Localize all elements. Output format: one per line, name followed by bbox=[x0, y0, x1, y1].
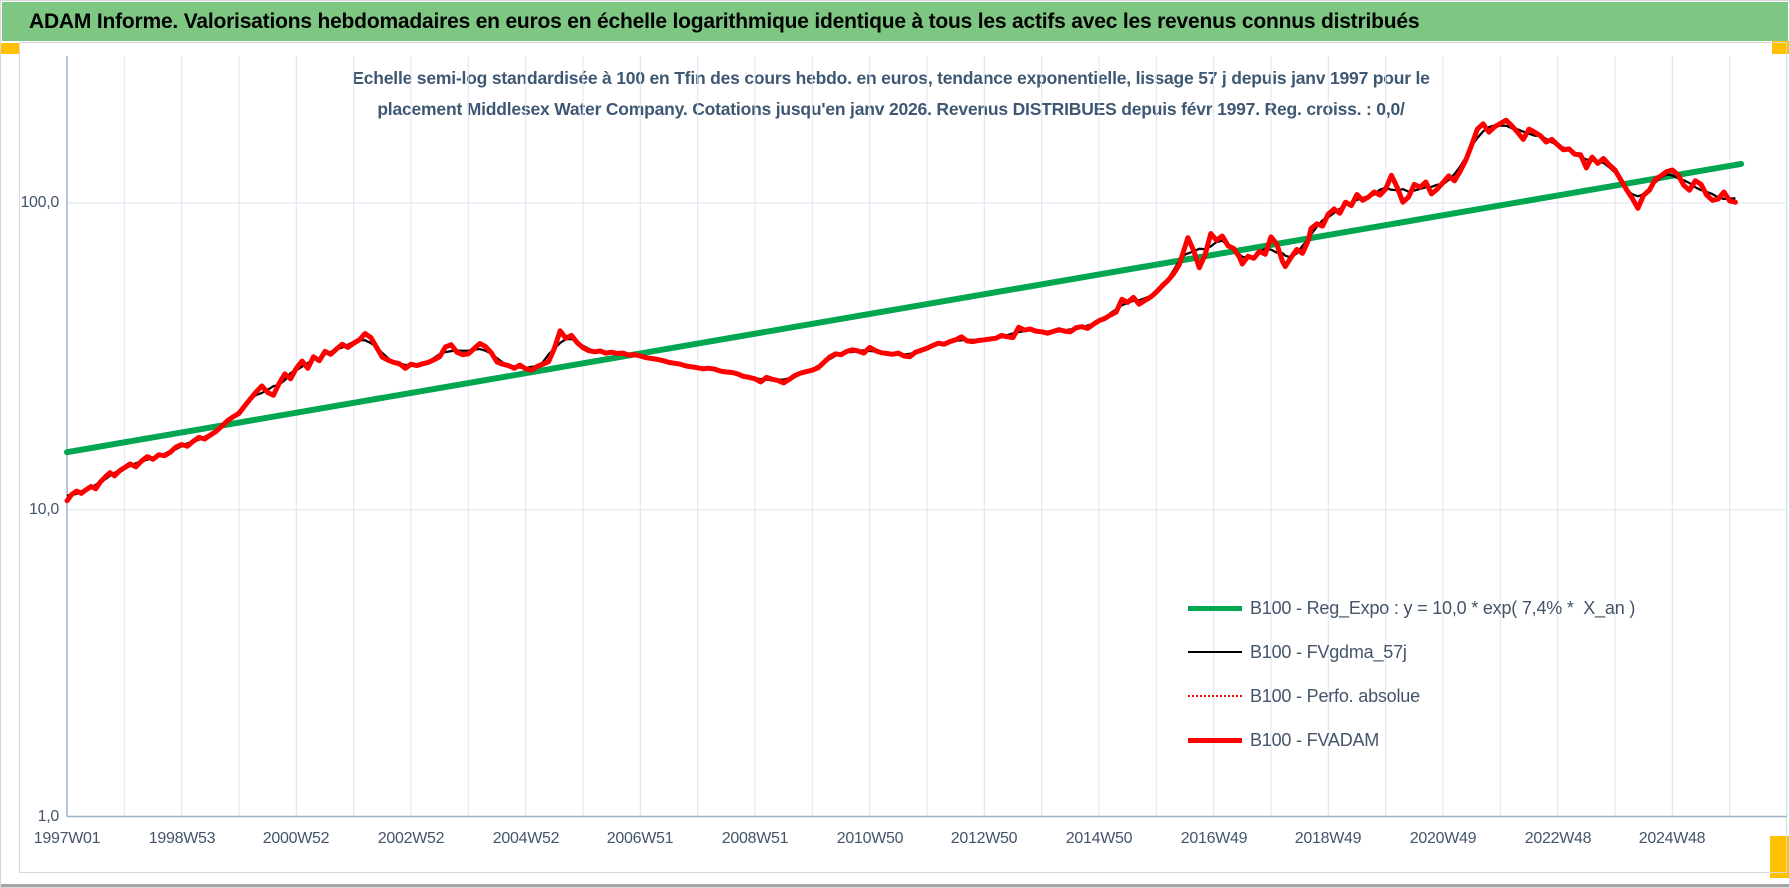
x-axis-label: 2006W51 bbox=[606, 830, 674, 847]
legend-line-sample bbox=[1188, 605, 1242, 611]
legend-label: B100 - FVADAM bbox=[1250, 729, 1380, 750]
legend-label: B100 - FVgdma_57j bbox=[1250, 641, 1407, 662]
legend-label: B100 - Perfo. absolue bbox=[1250, 685, 1420, 706]
legend-line-sample bbox=[1188, 650, 1242, 654]
x-axis-label: 1998W53 bbox=[148, 830, 216, 847]
x-axis-label: 2012W50 bbox=[950, 830, 1018, 847]
x-axis-label: 2024W48 bbox=[1638, 830, 1706, 847]
x-axis-label: 2018W49 bbox=[1294, 830, 1362, 847]
x-axis-label: 2000W52 bbox=[262, 830, 330, 847]
orange-marker-left bbox=[1, 43, 20, 54]
legend-entry: B100 - Reg_Expo : y = 10,0 * exp( 7,4% *… bbox=[1188, 586, 1635, 630]
x-axis-label: 2010W50 bbox=[836, 830, 904, 847]
banner-text: ADAM Informe. Valorisations hebdomadaire… bbox=[29, 10, 1420, 33]
x-axis-label: 1997W01 bbox=[33, 830, 101, 847]
x-axis-label: 2002W52 bbox=[377, 830, 445, 847]
x-axis-label: 2014W50 bbox=[1065, 830, 1133, 847]
chart-title-line1: Echelle semi-log standardisée à 100 en T… bbox=[352, 68, 1430, 88]
x-axis-label: 2004W52 bbox=[492, 830, 560, 847]
y-axis-label: 100,0 bbox=[20, 194, 59, 211]
title-banner: ADAM Informe. Valorisations hebdomadaire… bbox=[2, 2, 1788, 41]
legend-label: B100 - Reg_Expo : y = 10,0 * exp( 7,4% *… bbox=[1250, 597, 1636, 618]
chart-title-line2: placement Middlesex Water Company. Cotat… bbox=[377, 99, 1405, 119]
window-bottom-edge bbox=[1, 884, 1789, 887]
chart-title: Echelle semi-log standardisée à 100 en T… bbox=[241, 63, 1541, 125]
orange-marker-bottom-right bbox=[1770, 836, 1789, 878]
x-axis-label: 2008W51 bbox=[721, 830, 789, 847]
legend-entry: B100 - FVADAM bbox=[1188, 718, 1635, 762]
y-axis-label: 1,0 bbox=[37, 808, 60, 825]
legend-line-sample bbox=[1188, 737, 1242, 743]
x-axis-label: 2020W49 bbox=[1409, 830, 1477, 847]
y-axis-label: 10,0 bbox=[29, 501, 59, 518]
x-axis-label: 2016W49 bbox=[1180, 830, 1248, 847]
legend-entry: B100 - FVgdma_57j bbox=[1188, 630, 1635, 674]
chart-legend: B100 - Reg_Expo : y = 10,0 * exp( 7,4% *… bbox=[1188, 586, 1635, 762]
x-axis-label: 2022W48 bbox=[1524, 830, 1592, 847]
legend-line-sample bbox=[1188, 695, 1242, 697]
orange-marker-right bbox=[1772, 41, 1789, 54]
legend-entry: B100 - Perfo. absolue bbox=[1188, 674, 1635, 718]
